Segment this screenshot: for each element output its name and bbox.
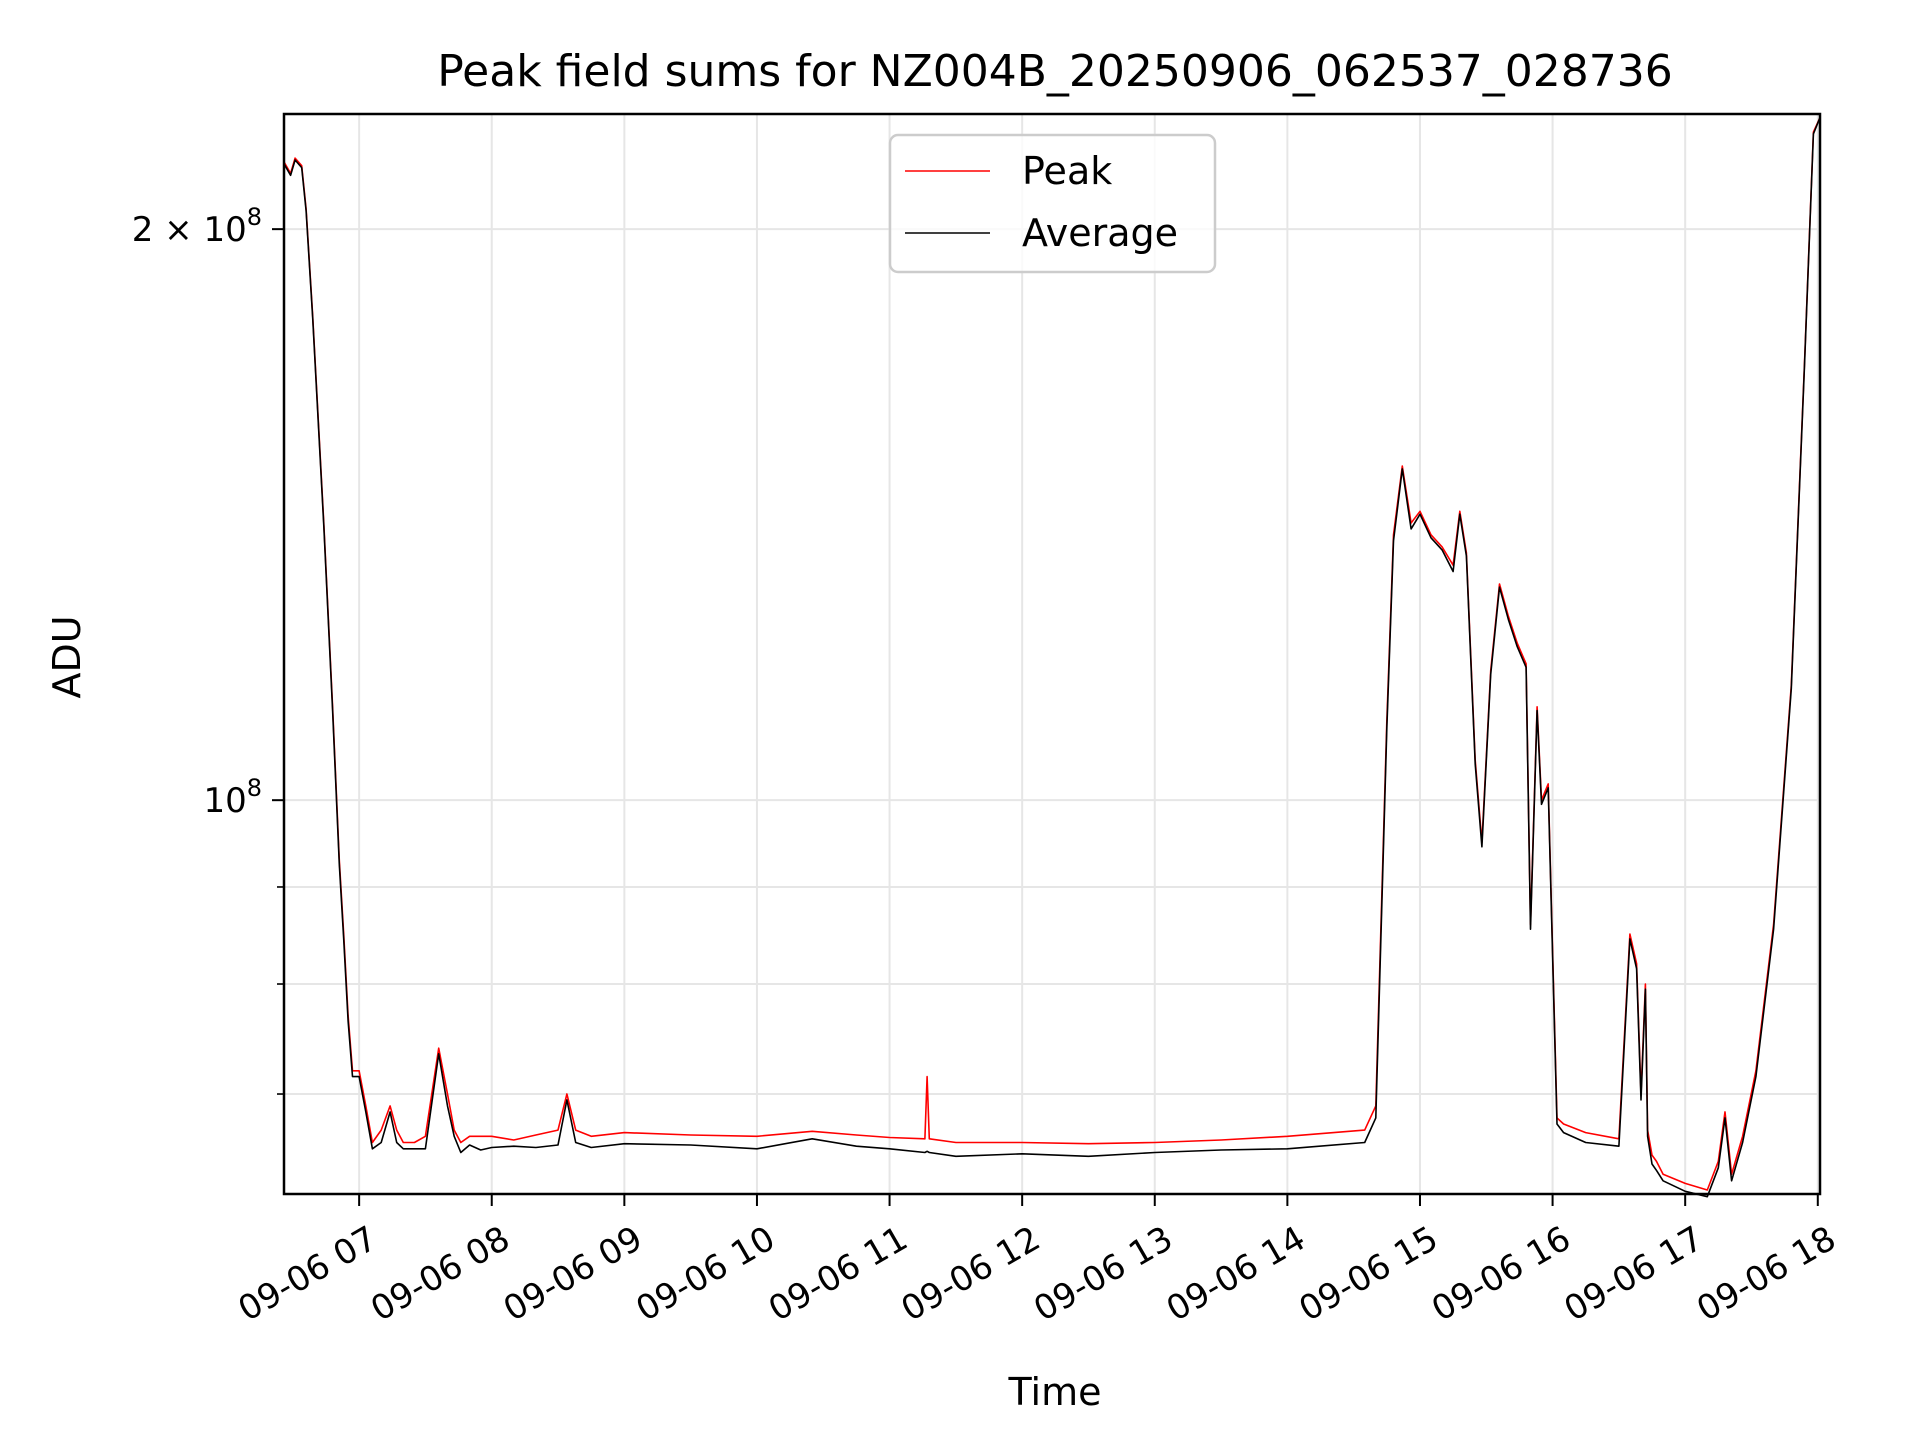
legend-label-average: Average (1022, 211, 1178, 255)
y-tick-label-base: 10 (203, 781, 246, 821)
y-tick-label-exponent: 8 (247, 774, 262, 802)
y-tick-label: 2 × 108 (132, 203, 262, 250)
y-axis-label: ADU (45, 615, 89, 698)
series-line-average (283, 117, 1821, 1198)
y-tick-label-base: 10 (203, 210, 246, 250)
legend-box (888, 133, 1217, 274)
y-tick-label-coef: 2 × (132, 210, 204, 250)
series-lines (283, 117, 1821, 1198)
grid-lines (284, 114, 1820, 1194)
y-tick-label-exponent: 8 (247, 203, 262, 231)
y-tick-label: 108 (203, 774, 262, 821)
chart-title: Peak field sums for NZ004B_20250906_0625… (437, 46, 1673, 97)
x-axis-label: Time (1008, 1370, 1102, 1414)
legend-label-peak: Peak (1022, 149, 1112, 193)
legend: Peak Average (888, 133, 1217, 274)
plot-area-frame (282, 112, 1822, 1196)
